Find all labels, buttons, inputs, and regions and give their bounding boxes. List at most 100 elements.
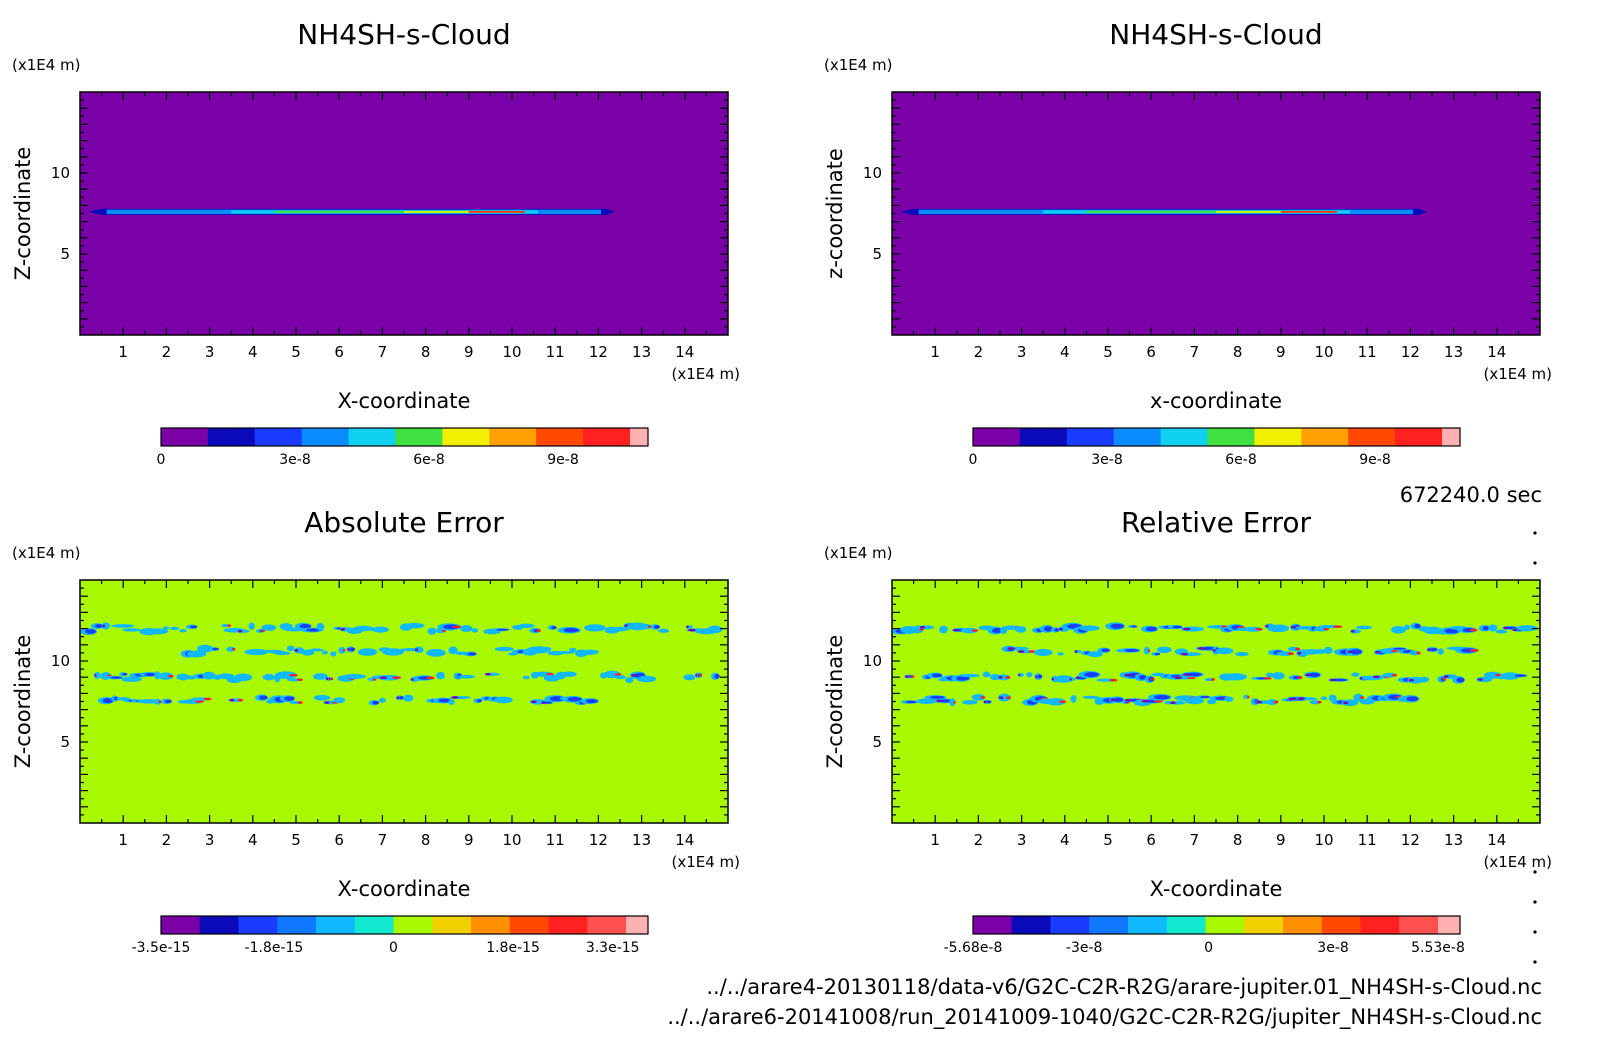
error-band bbox=[97, 694, 599, 706]
y-unit-label: (x1E4 m) bbox=[824, 544, 893, 562]
error-blob bbox=[493, 696, 513, 704]
error-blob-negative bbox=[695, 673, 698, 677]
error-blob-strong bbox=[1037, 674, 1043, 679]
time-label: 672240.0 sec bbox=[1400, 483, 1542, 507]
colorbar-frame bbox=[972, 915, 1461, 935]
error-blob-strong bbox=[212, 647, 219, 651]
error-blob-strong bbox=[476, 699, 483, 703]
error-blob-negative bbox=[94, 674, 97, 677]
error-blob bbox=[615, 675, 626, 680]
error-blob-strong bbox=[1110, 623, 1124, 629]
error-blob bbox=[343, 673, 367, 679]
error-blob-negative bbox=[1256, 700, 1263, 704]
error-blob-positive bbox=[1210, 678, 1215, 681]
error-blob-strong bbox=[1514, 674, 1527, 677]
error-blob-strong bbox=[1308, 672, 1321, 678]
error-blob bbox=[301, 649, 315, 656]
error-blob-positive bbox=[1058, 700, 1067, 704]
error-blob bbox=[121, 676, 142, 682]
colorbar-segment bbox=[161, 428, 209, 446]
x-tick-label: 8 bbox=[1233, 343, 1243, 361]
colorbar-tick-label: 0 bbox=[969, 452, 978, 468]
x-tick-label: 11 bbox=[1358, 831, 1377, 849]
colorbar-segment bbox=[1113, 428, 1162, 446]
error-blob-positive bbox=[342, 648, 346, 652]
file-line-1: ../../arare4-20130118/data-v6/G2C-C2R-R2… bbox=[706, 975, 1542, 1000]
colorbar: 0 3e-8 6e-8 9e-8 bbox=[157, 427, 649, 468]
error-blob-positive bbox=[1247, 695, 1250, 699]
colorbar-tick-label: 3.3e-15 bbox=[586, 940, 640, 956]
error-blob bbox=[316, 623, 325, 631]
error-blob bbox=[93, 671, 101, 679]
x-tick-label: 13 bbox=[1444, 831, 1463, 849]
error-blob-strong bbox=[1333, 678, 1348, 682]
error-blob-negative bbox=[485, 672, 491, 676]
error-blob-positive bbox=[329, 677, 333, 681]
error-blob bbox=[1143, 646, 1150, 655]
panel-2: NH4SH-s-Cloud(x1E4 m)1 2 3 4 5 6 7 8 9 10 11 12 13 14… bbox=[823, 18, 1552, 468]
error-blob bbox=[1324, 646, 1333, 654]
error-blob-strong bbox=[1113, 697, 1124, 703]
error-blob-negative bbox=[1291, 625, 1295, 629]
error-blob bbox=[1070, 695, 1077, 703]
error-blob bbox=[1341, 699, 1359, 707]
plot-background bbox=[80, 580, 728, 823]
colorbar-segment bbox=[277, 916, 317, 934]
error-blob-negative bbox=[1180, 652, 1189, 656]
error-blob-positive bbox=[1332, 625, 1343, 628]
error-blob bbox=[405, 622, 425, 629]
colorbar-tick-label: -5.68e-8 bbox=[944, 940, 1003, 956]
error-blob-positive bbox=[1359, 696, 1365, 699]
error-blob-positive bbox=[452, 625, 462, 629]
error-blob bbox=[357, 648, 378, 656]
error-blob-strong bbox=[95, 624, 104, 628]
error-blob-strong bbox=[1430, 647, 1438, 652]
error-blob-strong bbox=[1200, 695, 1210, 699]
error-blob-positive bbox=[1006, 696, 1012, 699]
colorbar-segment bbox=[587, 916, 627, 934]
y-tick-label: 10 bbox=[51, 652, 70, 670]
error-blob-negative bbox=[1197, 647, 1206, 650]
error-blob-strong bbox=[551, 625, 557, 630]
error-blob bbox=[1266, 672, 1274, 678]
y-tick-label: 5 bbox=[872, 245, 882, 263]
error-blob-negative bbox=[379, 676, 388, 679]
error-blob-positive bbox=[1469, 649, 1479, 652]
error-blob-positive bbox=[288, 673, 298, 677]
x-tick-label: 9 bbox=[1276, 343, 1286, 361]
error-blob-negative bbox=[1051, 677, 1055, 681]
colorbar-segment bbox=[471, 916, 511, 934]
colorbar-tick-label: -1.8e-15 bbox=[245, 940, 304, 956]
x-axis-label: X-coordinate bbox=[1150, 877, 1283, 901]
error-blob bbox=[261, 624, 277, 631]
error-blob bbox=[1185, 697, 1204, 705]
error-blob bbox=[101, 622, 110, 630]
error-blob-positive bbox=[1273, 700, 1279, 704]
x-tick-label: 6 bbox=[1146, 831, 1156, 849]
colorbar-segment bbox=[1438, 916, 1461, 934]
colorbar-segment bbox=[1066, 428, 1115, 446]
colorbar-tick-label: 3e-8 bbox=[279, 452, 310, 468]
error-blob bbox=[1495, 629, 1508, 634]
error-blob-strong bbox=[931, 673, 943, 678]
error-blob bbox=[372, 626, 389, 633]
margin-dots bbox=[1533, 531, 1537, 964]
x-tick-label: 1 bbox=[118, 343, 128, 361]
error-blob-positive bbox=[392, 676, 402, 679]
error-blob bbox=[309, 648, 324, 652]
error-blob-strong bbox=[1393, 647, 1406, 650]
error-blob-strong bbox=[1084, 672, 1099, 678]
chart-title: Absolute Error bbox=[304, 506, 504, 539]
error-blob-negative bbox=[1512, 628, 1518, 631]
error-blob-positive bbox=[261, 629, 265, 633]
x-tick-label: 7 bbox=[1190, 343, 1200, 361]
error-blob bbox=[1053, 675, 1074, 683]
error-blob bbox=[958, 673, 980, 678]
error-blob bbox=[949, 698, 956, 707]
colorbar-tick-label: 9e-8 bbox=[547, 452, 578, 468]
x-tick-label: 7 bbox=[378, 343, 388, 361]
error-blob bbox=[1224, 696, 1234, 702]
error-blob bbox=[1328, 694, 1337, 702]
error-blob-positive bbox=[1391, 673, 1398, 677]
